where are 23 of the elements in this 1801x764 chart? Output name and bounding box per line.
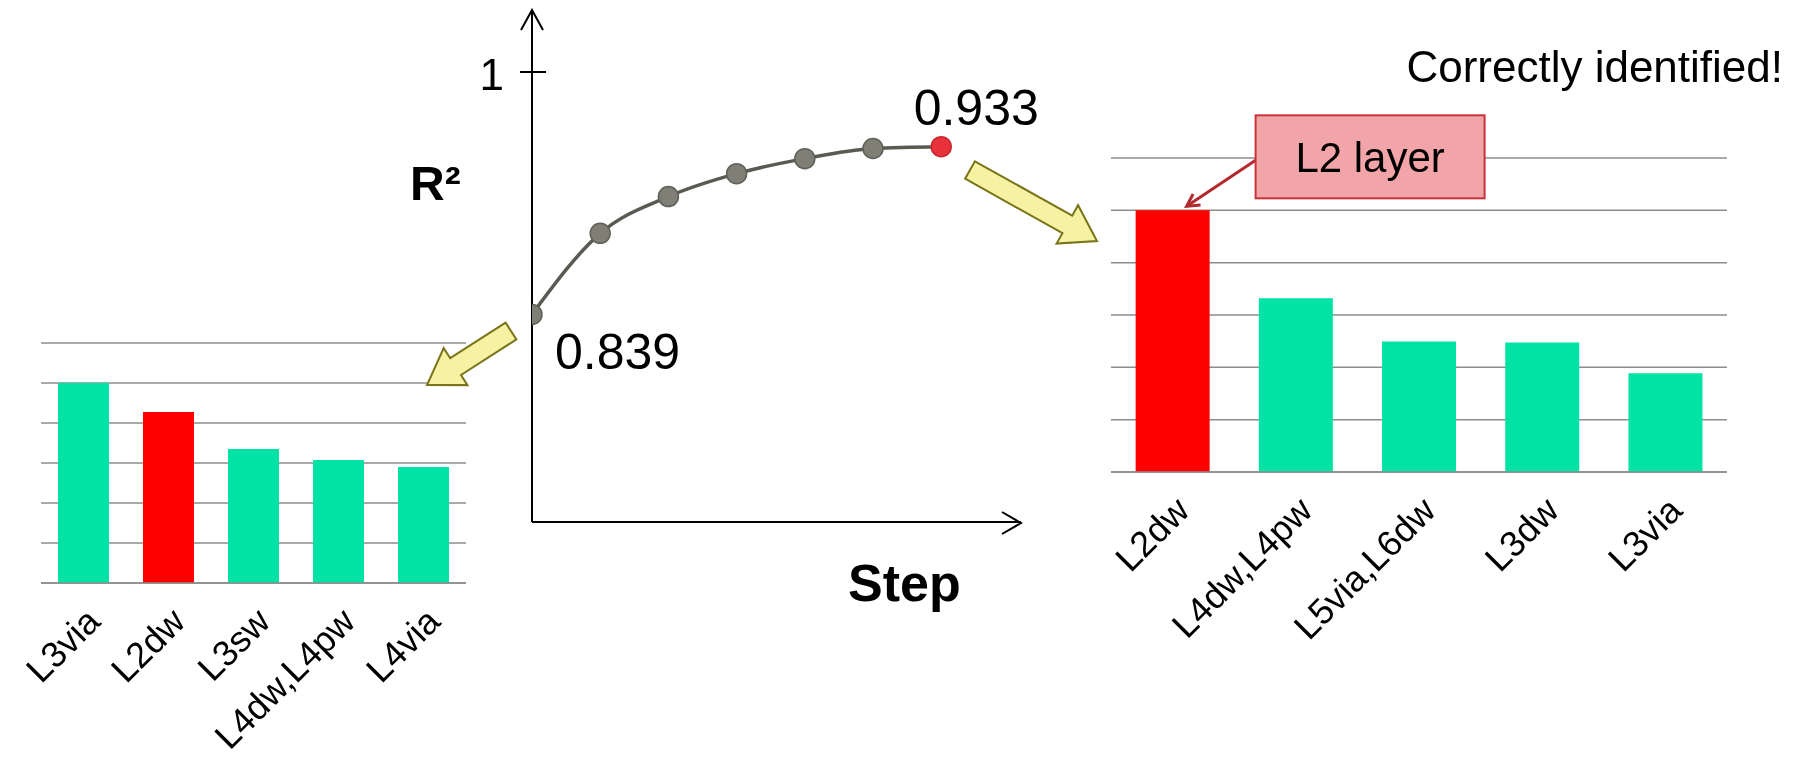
point [862, 137, 884, 160]
chart-title: Correctly identified! [1406, 42, 1783, 92]
point [589, 222, 611, 245]
bar [1258, 298, 1333, 472]
bar [1628, 373, 1703, 472]
text: 0.933 [913, 79, 1039, 136]
bar [58, 383, 109, 583]
bar [143, 412, 194, 583]
annotation: L2 layer [1295, 133, 1445, 181]
point [725, 162, 748, 185]
bar [313, 460, 364, 583]
y-axis-title: R² [410, 156, 461, 211]
bar [398, 467, 449, 583]
bar [1505, 342, 1580, 472]
x-axis-title: Step [848, 553, 961, 613]
bar [228, 449, 279, 583]
text: 1 [479, 50, 504, 99]
point [930, 135, 952, 158]
annotation: 0.839 [555, 324, 681, 381]
point [657, 185, 680, 208]
bar [1382, 341, 1457, 472]
point [794, 147, 816, 170]
bar [1135, 210, 1210, 472]
